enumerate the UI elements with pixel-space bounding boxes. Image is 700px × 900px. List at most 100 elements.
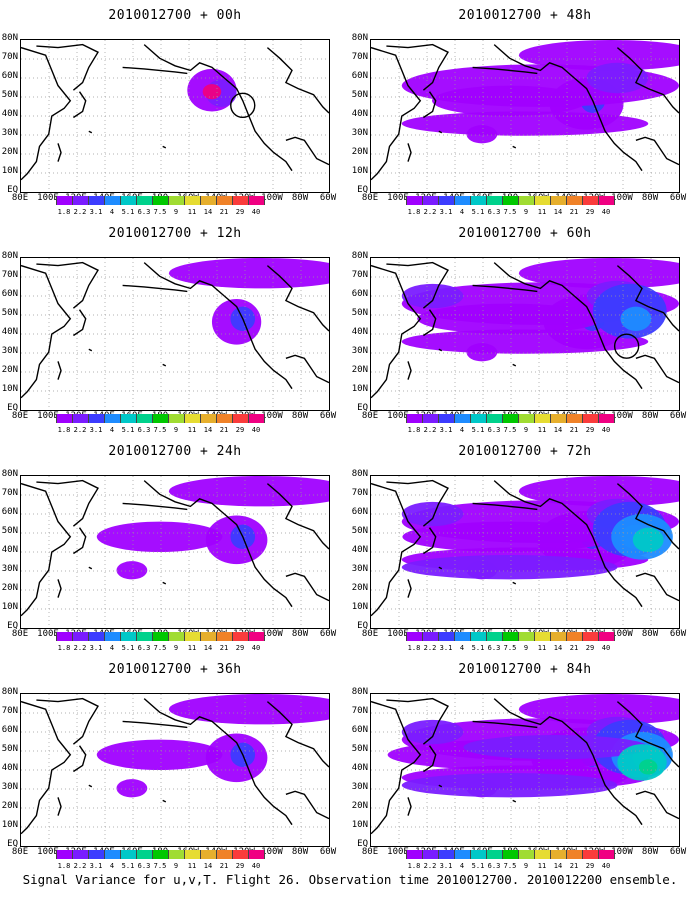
forecast-panel: 2010012700 + 84h 80N 70N 60N 50N 40N 30N 20N 10N… (350, 654, 700, 879)
colorbar-label: 7.5 (153, 644, 167, 652)
colorbar-label: 5.1 (471, 862, 485, 870)
colorbar-label: 40 (251, 644, 261, 652)
colorbar-label: 29 (235, 426, 245, 434)
colorbar-swatch (455, 632, 471, 641)
colorbar-swatch (439, 196, 455, 205)
colorbar-label: 29 (235, 644, 245, 652)
latitude-label: 10N (1, 166, 18, 176)
longitude-label: 60W (319, 629, 337, 639)
colorbar-label: 6.3 (487, 208, 501, 216)
colorbar-label: 7.5 (503, 208, 517, 216)
latitude-label: 40N (351, 109, 368, 119)
colorbar-swatch (583, 196, 599, 205)
colorbar-swatch (487, 632, 503, 641)
colorbar-swatch (535, 196, 551, 205)
longitude-label: 100E (387, 193, 409, 203)
colorbar-swatch (121, 850, 137, 859)
colorbar-label: 7.5 (153, 208, 167, 216)
map-area (20, 257, 330, 411)
latitude-label: 20N (1, 583, 18, 593)
variance-shading (518, 40, 679, 71)
colorbar-swatch (137, 196, 153, 205)
colorbar (56, 414, 265, 423)
longitude-label: 60W (669, 847, 687, 857)
colorbar-swatch (455, 414, 471, 423)
colorbar-label: 21 (569, 862, 579, 870)
colorbar-label: 14 (553, 862, 563, 870)
longitude-label: 60W (669, 193, 687, 203)
observation-circle (230, 92, 256, 119)
coastline (635, 354, 679, 384)
map-svg (371, 258, 679, 410)
coastline (386, 479, 449, 527)
colorbar-label: 5.1 (471, 426, 485, 434)
longitude-label: 80W (291, 411, 309, 421)
longitude-label: 80E (361, 193, 379, 203)
colorbar-swatch (535, 850, 551, 859)
colorbar-label: 21 (219, 208, 229, 216)
coastline (371, 264, 422, 399)
forecast-panel: 2010012700 + 48h 80N 70N 60N 50N 40N 30N 20N 10N… (350, 0, 700, 225)
colorbar-swatch (423, 632, 439, 641)
variance-shading (401, 329, 649, 354)
colorbar-swatch (487, 850, 503, 859)
latitude-label: EQ (7, 621, 18, 631)
colorbar-swatch (89, 632, 105, 641)
colorbar-swatch (423, 850, 439, 859)
colorbar-label: 9 (173, 426, 179, 434)
colorbar-swatch (599, 196, 615, 205)
map-area (370, 257, 680, 411)
coastline (88, 348, 93, 352)
colorbar-swatch (455, 196, 471, 205)
latitude-label: 40N (1, 327, 18, 337)
colorbar-label: 11 (537, 208, 547, 216)
colorbar-label: 14 (203, 862, 213, 870)
coastline (635, 572, 679, 602)
map-area (20, 475, 330, 629)
colorbar-swatch (169, 196, 185, 205)
coastline (223, 295, 293, 390)
colorbar-swatch (599, 414, 615, 423)
colorbar-label: 40 (601, 426, 611, 434)
variance-shading (168, 694, 329, 725)
coastline (472, 720, 538, 729)
colorbar-label: 11 (187, 208, 197, 216)
coastline (36, 261, 99, 309)
colorbar-label: 7.5 (503, 862, 517, 870)
colorbar-swatch (153, 414, 169, 423)
colorbar-label: 4 (109, 208, 115, 216)
colorbar (406, 632, 615, 641)
coastline (438, 566, 443, 570)
colorbar-label: 14 (203, 426, 213, 434)
latitude-label: 60N (1, 725, 18, 735)
colorbar-swatch (439, 414, 455, 423)
coastline (573, 77, 643, 172)
variance-shading (401, 773, 618, 798)
coastline (285, 790, 329, 820)
longitude-label: 80W (641, 629, 659, 639)
colorbar-label: 3.1 (89, 644, 103, 652)
longitude-label: 100E (37, 629, 59, 639)
latitude-label: 80N (1, 687, 18, 697)
colorbar-label: 40 (251, 426, 261, 434)
forecast-panel: 2010012700 + 12h 80N 70N 60N 50N 40N 30N 20N 10N… (0, 218, 350, 443)
variance-shading (168, 476, 329, 507)
coastline (512, 799, 517, 803)
map-svg (21, 40, 329, 192)
longitude-label: 80W (291, 847, 309, 857)
coastline (266, 483, 329, 550)
longitude-label: 80W (291, 629, 309, 639)
colorbar-swatch (423, 414, 439, 423)
coastline (423, 745, 437, 773)
colorbar-label: 7.5 (503, 426, 517, 434)
colorbar-label: 21 (219, 862, 229, 870)
forecast-panel: 2010012700 + 72h 80N 70N 60N 50N 40N 30N 20N 10N… (350, 436, 700, 661)
colorbar-labels: 1.8 2.2 3.1 4 5.1 6.3 7.5 9 11 14 21 29 40 (56, 208, 264, 216)
coastline (616, 265, 679, 332)
colorbar-swatch (233, 196, 249, 205)
colorbar-swatch (201, 632, 217, 641)
colorbar-swatch (233, 632, 249, 641)
colorbar-swatch (137, 632, 153, 641)
colorbar-swatch (487, 196, 503, 205)
coastline (21, 46, 72, 181)
